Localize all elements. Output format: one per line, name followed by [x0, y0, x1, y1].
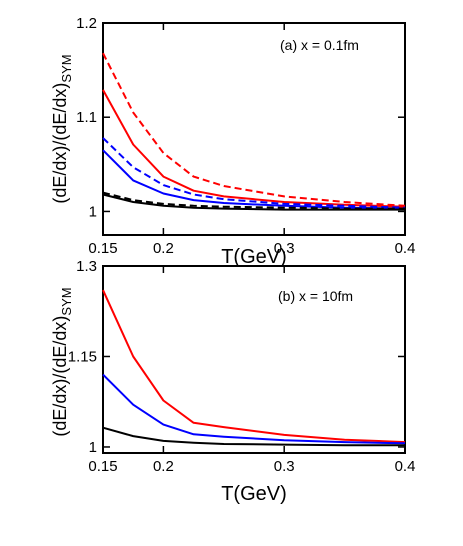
- panel-a: 0.15 0.2 0.3 0.4 1 1.1 1.2 (a) x = 0.1fm T(GeV…: [50, 15, 415, 268]
- x-tick-label-b: 0.4: [395, 458, 416, 475]
- y-tick-label-a: 1: [89, 203, 97, 220]
- series-line-a-6: [102, 193, 405, 211]
- y-tick-label-b: 1.15: [68, 348, 97, 365]
- panel-a-xlabel: T(GeV): [221, 246, 287, 268]
- ticks-a: 0.15 0.2 0.3 0.4 1 1.1 1.2: [76, 15, 415, 257]
- x-tick-label-a: 0.4: [395, 240, 416, 257]
- panel-b-xlabel: T(GeV): [221, 483, 287, 505]
- series-line-a-4: [102, 149, 406, 210]
- panel-b: 0.15 0.2 0.3 0.4 1 1.15 1.3 (b) x = 10fm T(GeV…: [50, 258, 415, 505]
- plot-frame-a: [102, 22, 406, 236]
- panel-a-ylabel-main: (dE/dx)/(dE/dx): [50, 83, 70, 204]
- ticks-b: 0.15 0.2 0.3 0.4 1 1.15 1.3: [68, 258, 416, 475]
- panel-a-annotation: (a) x = 0.1fm: [280, 37, 359, 53]
- panel-a-ylabel-sub: SYM: [59, 54, 74, 82]
- series-line-a-1: [102, 52, 406, 207]
- x-tick-label-b: 0.3: [274, 458, 295, 475]
- y-tick-label-a: 1.1: [76, 109, 97, 126]
- series-line-b-1: [102, 289, 406, 444]
- y-tick-label-b: 1: [89, 439, 97, 456]
- panel-b-ylabel-sub: SYM: [59, 287, 74, 315]
- series-line-a-2: [102, 89, 406, 208]
- x-tick-label-a: 0.2: [153, 240, 174, 257]
- series-lines-a: [102, 52, 406, 211]
- panel-a-ylabel: (dE/dx)/(dE/dx)SYM: [50, 54, 74, 203]
- panel-b-ylabel: (dE/dx)/(dE/dx)SYM: [50, 287, 74, 436]
- y-tick-label-a: 1.2: [76, 15, 97, 32]
- plot-frame-b: [102, 265, 406, 454]
- x-tick-label-b: 0.15: [88, 458, 117, 475]
- panel-b-ylabel-main: (dE/dx)/(dE/dx): [50, 316, 70, 437]
- series-line-a-5: [102, 191, 405, 210]
- series-line-b-2: [102, 373, 406, 445]
- series-line-a-3: [102, 137, 406, 209]
- panel-b-annotation: (b) x = 10fm: [278, 288, 353, 304]
- series-lines-b: [102, 289, 406, 447]
- x-tick-label-b: 0.2: [153, 458, 174, 475]
- x-tick-label-a: 0.15: [88, 240, 117, 257]
- x-tick-label-a: 0.3: [274, 240, 295, 257]
- series-line-b-3: [102, 426, 405, 447]
- y-tick-label-b: 1.3: [76, 258, 97, 275]
